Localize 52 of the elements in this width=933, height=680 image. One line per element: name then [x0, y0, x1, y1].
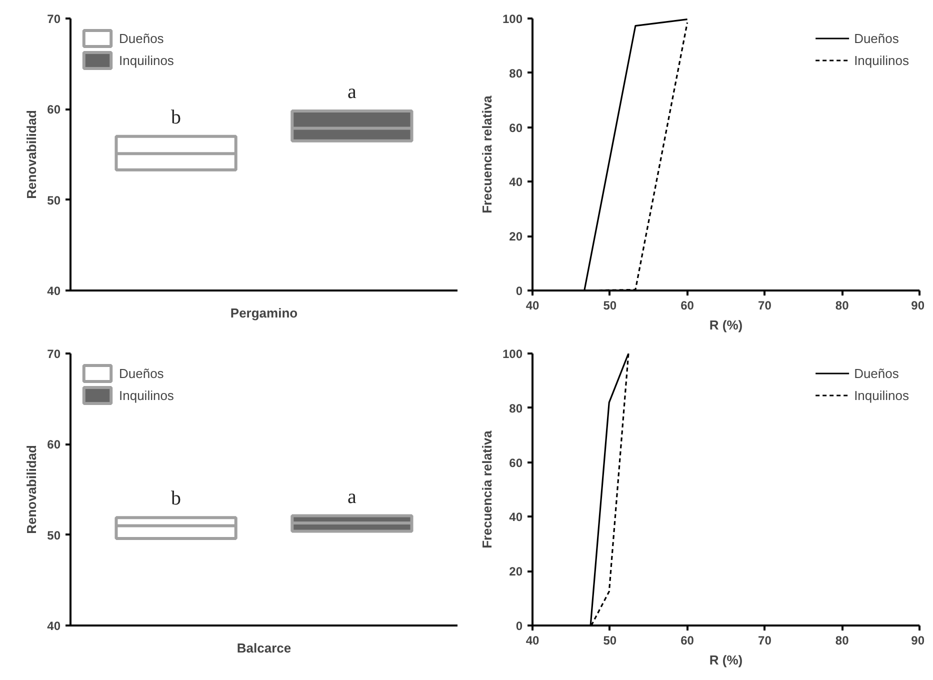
x-tick-label: 40	[526, 634, 540, 648]
y-tick-label: 80	[509, 401, 523, 416]
x-tick-label: 90	[911, 634, 925, 648]
x-tick-label: 60	[680, 298, 694, 312]
x-tick-label: 70	[758, 634, 772, 648]
x-tick-label: 60	[680, 634, 694, 648]
legend-label: Dueños	[854, 366, 899, 380]
x-axis-title: Pergamino	[230, 306, 298, 320]
y-axis-title: Renovabilidad	[24, 110, 40, 199]
y-tick-label: 40	[47, 284, 61, 298]
legend-label: Dueños	[119, 30, 164, 46]
y-axis-title: Frecuencia relativa	[479, 430, 494, 548]
legend-label: Inquilinos	[119, 52, 174, 68]
y-tick-label: 60	[509, 456, 523, 470]
y-tick-label: 60	[509, 120, 523, 135]
y-tick-label: 40	[509, 175, 523, 190]
legend-label: Inquilinos	[854, 388, 909, 402]
y-axis-title: Renovabilidad	[24, 445, 40, 534]
x-tick-label: 70	[758, 298, 772, 312]
y-tick-label: 60	[47, 438, 61, 452]
y-tick-label: 50	[47, 528, 61, 542]
x-tick-label: 90	[911, 298, 925, 312]
x-tick-label: 50	[603, 634, 617, 648]
y-tick-label: 70	[47, 12, 61, 26]
y-tick-label: 60	[47, 102, 61, 117]
y-tick-label: 40	[509, 510, 523, 524]
y-tick-label: 80	[509, 66, 523, 80]
x-tick-label: 50	[603, 298, 617, 312]
x-tick-label: 80	[835, 634, 850, 648]
legend-label: Inquilinos	[854, 52, 909, 68]
annotation: b	[171, 106, 182, 128]
y-tick-label: 0	[516, 284, 523, 298]
y-tick-label: 100	[502, 347, 523, 361]
y-tick-label: 20	[509, 230, 523, 244]
y-tick-label: 40	[47, 619, 61, 633]
x-tick-label: 40	[526, 298, 540, 312]
annotation: b	[171, 488, 182, 510]
y-axis-title: Frecuencia relativa	[479, 94, 494, 214]
y-tick-label: 20	[509, 564, 523, 579]
legend-label: Dueños	[854, 30, 899, 46]
annotation: a	[348, 80, 357, 103]
legend-label: Dueños	[119, 366, 164, 380]
y-tick-label: 100	[502, 12, 523, 26]
y-tick-label: 50	[47, 193, 61, 208]
x-axis-title: R (%)	[709, 318, 743, 332]
x-axis-title: Balcarce	[236, 640, 292, 656]
y-tick-label: 70	[47, 347, 61, 361]
y-tick-label: 0	[516, 619, 523, 633]
x-tick-label: 80	[835, 298, 850, 312]
legend-label: Inquilinos	[119, 388, 174, 402]
annotation: a	[348, 486, 357, 508]
x-axis-title: R (%)	[709, 652, 743, 668]
